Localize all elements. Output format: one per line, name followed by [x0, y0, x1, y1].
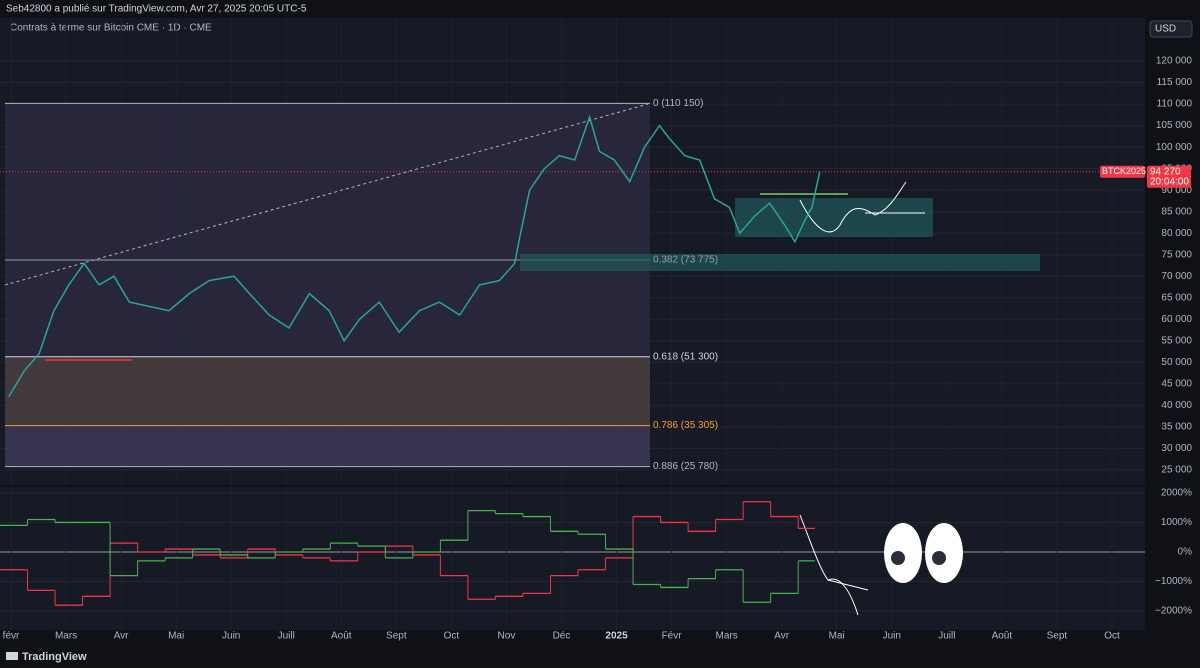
- y-tick-label: 80 000: [1161, 228, 1192, 239]
- y-tick-label: 65 000: [1161, 292, 1192, 303]
- y-tick-label: 90 000: [1161, 185, 1192, 196]
- y-tick-label: 2000%: [1161, 488, 1192, 499]
- y-tick-label: 70 000: [1161, 271, 1192, 282]
- price-symbol: BTCK2025: [1102, 166, 1146, 176]
- x-tick-label: Sept: [1047, 631, 1068, 642]
- drawn-path: [799, 181, 907, 233]
- y-tick-label: 105 000: [1156, 120, 1193, 131]
- pupil: [932, 551, 946, 565]
- x-tick-label: Oct: [1104, 631, 1120, 642]
- y-tick-label: 30 000: [1161, 443, 1192, 454]
- fib-zone: [5, 425, 650, 467]
- x-tick-label: Août: [331, 631, 352, 642]
- fib-label: 0 (110 150): [653, 98, 703, 109]
- x-tick-label: Déc: [553, 631, 571, 642]
- y-tick-label: 45 000: [1161, 378, 1192, 389]
- header-title: Seb42800 a publié sur TradingView.com, A…: [6, 4, 307, 15]
- x-tick-label: Févr: [662, 631, 683, 642]
- eye: [884, 523, 922, 583]
- x-tick-label: Août: [992, 631, 1013, 642]
- x-tick-label: Sept: [386, 631, 407, 642]
- x-tick-label: Mars: [716, 631, 738, 642]
- y-tick-label: 1000%: [1161, 517, 1192, 528]
- price-line: [8, 114, 821, 398]
- price-tag: [1147, 165, 1191, 188]
- x-tick-label: Avr: [774, 631, 789, 642]
- y-tick-label: 85 000: [1161, 206, 1192, 217]
- currency-button[interactable]: [1149, 20, 1193, 38]
- price-time: 20:04:00: [1150, 176, 1189, 187]
- y-tick-label: 40 000: [1161, 400, 1192, 411]
- x-tick-label: 2025: [605, 631, 628, 642]
- y-tick-label: 55 000: [1161, 335, 1192, 346]
- y-tick-label: 50 000: [1161, 357, 1192, 368]
- y-tick-label: 25 000: [1161, 465, 1192, 476]
- fib-label: 0.382 (73 775): [653, 255, 718, 266]
- y-tick-label: 100 000: [1156, 142, 1193, 153]
- fib-label: 0.618 (51 300): [653, 351, 718, 362]
- brand-logo: [6, 652, 18, 660]
- y-tick-label: 35 000: [1161, 422, 1192, 433]
- brand[interactable]: TradingView: [22, 651, 87, 663]
- x-tick-label: Oct: [444, 631, 460, 642]
- y-tick-label: 75 000: [1161, 249, 1192, 260]
- zone-box: [520, 254, 1040, 271]
- pupil: [891, 551, 905, 565]
- y-tick-label: 0%: [1178, 547, 1193, 558]
- x-tick-label: Juin: [222, 631, 240, 642]
- eye: [925, 523, 963, 583]
- fib-zone: [5, 103, 650, 261]
- x-tick-label: Nov: [498, 631, 516, 642]
- x-tick-label: Juill: [278, 631, 295, 642]
- drawn-line: [827, 579, 869, 591]
- x-tick-label: Avr: [114, 631, 129, 642]
- x-tick-label: févr: [3, 631, 20, 642]
- chart-title: Contrats à terme sur Bitcoin CME · 1D · …: [10, 23, 212, 34]
- y-tick-label: 110 000: [1157, 99, 1193, 110]
- fib-zone: [5, 356, 650, 426]
- currency: USD: [1155, 24, 1176, 35]
- y-tick-label: −1000%: [1155, 576, 1192, 587]
- x-tick-label: Mars: [55, 631, 77, 642]
- annotations: [4, 103, 1040, 616]
- fib-label: 0.786 (35 305): [653, 420, 718, 431]
- price-tag: [1100, 165, 1145, 178]
- y-tick-label: 115 000: [1157, 77, 1193, 88]
- drawn-path: [799, 514, 859, 616]
- y-tick-label: 120 000: [1156, 56, 1193, 67]
- x-tick-label: Juill: [938, 631, 955, 642]
- y-tick-label: 60 000: [1161, 314, 1192, 325]
- x-tick-label: Juin: [883, 631, 901, 642]
- fib-label: 0.886 (25 780): [653, 461, 718, 472]
- price-value: 94 270: [1150, 166, 1181, 177]
- x-tick-label: Mai: [168, 631, 184, 642]
- x-tick-label: Mai: [829, 631, 845, 642]
- y-tick-label: −2000%: [1155, 606, 1192, 617]
